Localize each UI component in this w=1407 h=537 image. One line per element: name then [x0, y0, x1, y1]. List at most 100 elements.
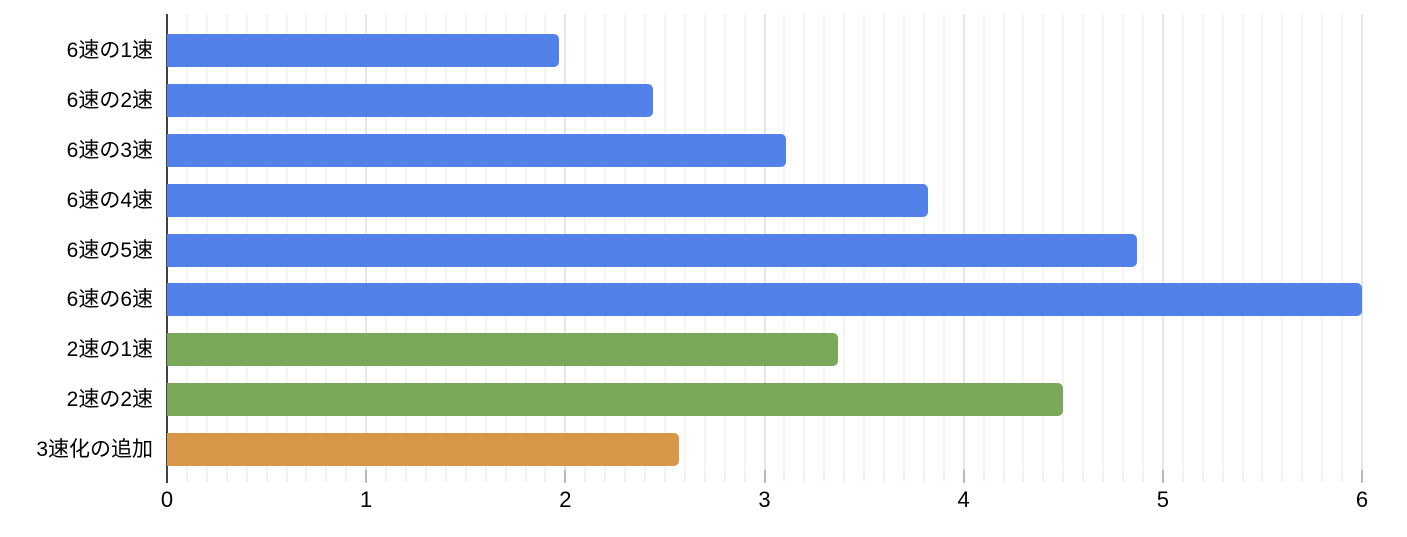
- chart-row: [167, 424, 1362, 474]
- minor-tick: [903, 470, 905, 482]
- major-tick: [764, 470, 765, 483]
- minor-tick: [664, 470, 666, 482]
- major-tick: [564, 470, 566, 483]
- minor-tick: [823, 470, 825, 482]
- minor-tick: [624, 470, 626, 482]
- minor-tick: [744, 470, 746, 482]
- minor-tick: [803, 470, 805, 482]
- x-tick-label: 2: [559, 487, 572, 512]
- minor-tick: [385, 470, 387, 482]
- minor-tick: [724, 470, 726, 482]
- major-tick: [1162, 470, 1164, 483]
- category-label: 6速の3速: [66, 138, 153, 162]
- x-tick-label: 1: [360, 487, 373, 512]
- category-label: 6速の4速: [66, 188, 153, 212]
- chart-row: [167, 126, 1362, 176]
- minor-tick: [1003, 470, 1004, 482]
- chart-row: [167, 76, 1362, 126]
- minor-gridline: [1281, 14, 1283, 470]
- minor-tick: [883, 470, 885, 482]
- minor-tick: [584, 470, 586, 482]
- x-tick-label: 4: [957, 487, 970, 512]
- minor-tick: [1182, 470, 1184, 482]
- minor-tick: [863, 470, 865, 482]
- minor-gridline: [1242, 14, 1243, 470]
- bar: [167, 283, 1362, 317]
- major-tick: [963, 470, 965, 483]
- bar: [167, 233, 1137, 267]
- x-tick-label: 3: [758, 487, 771, 512]
- minor-tick: [1242, 470, 1243, 482]
- bar: [167, 84, 653, 118]
- chart-row: [167, 175, 1362, 225]
- minor-tick: [1321, 470, 1323, 482]
- category-label: 6速の6速: [66, 288, 153, 312]
- minor-tick: [1341, 470, 1343, 482]
- minor-gridline: [1142, 14, 1144, 470]
- x-axis: 0 1 2 3 4 5 6: [161, 470, 1368, 537]
- minor-tick: [186, 470, 188, 482]
- minor-gridline: [1261, 14, 1263, 470]
- minor-tick: [1142, 470, 1144, 482]
- minor-tick: [465, 470, 467, 482]
- minor-tick: [1222, 470, 1224, 482]
- major-gridline: [1361, 14, 1363, 470]
- major-gridline: [1162, 14, 1164, 470]
- y-axis-category-labels: 6速の1速 6速の2速 6速の3速 6速の4速 6速の5速 6速の6速 2速の1速 2速の2速…: [0, 26, 153, 474]
- chart-row: [167, 325, 1362, 375]
- minor-tick: [983, 470, 985, 482]
- minor-tick: [246, 470, 248, 482]
- minor-tick: [1042, 470, 1044, 482]
- chart-row: [167, 26, 1362, 76]
- minor-gridline: [1182, 14, 1184, 470]
- minor-tick: [1261, 470, 1263, 482]
- category-label: 2速の1速: [66, 338, 153, 362]
- minor-tick: [704, 470, 706, 482]
- minor-tick: [405, 470, 407, 482]
- minor-tick: [923, 470, 925, 482]
- minor-tick: [305, 470, 307, 482]
- bar: [167, 34, 560, 68]
- bar: [167, 333, 839, 367]
- category-label: 6速の1速: [66, 39, 153, 63]
- major-tick: [365, 470, 367, 483]
- minor-gridline: [1341, 14, 1343, 470]
- bar: [167, 432, 679, 466]
- minor-tick: [1022, 470, 1024, 482]
- minor-tick: [425, 470, 427, 482]
- minor-tick: [325, 470, 327, 482]
- bar: [167, 382, 1064, 416]
- minor-tick: [286, 470, 287, 482]
- minor-tick: [544, 470, 546, 482]
- plot-area: [166, 14, 1363, 483]
- x-tick-label: 5: [1156, 487, 1169, 512]
- bars-container: [167, 26, 1362, 474]
- minor-gridline: [1321, 14, 1323, 470]
- minor-tick: [505, 470, 507, 482]
- minor-tick: [1281, 470, 1283, 482]
- chart-row: [167, 225, 1362, 275]
- category-label: 3速化の追加: [36, 437, 153, 461]
- major-tick: [1361, 470, 1363, 483]
- x-tick-label: 0: [160, 487, 174, 512]
- minor-tick: [604, 470, 606, 482]
- minor-tick: [943, 470, 945, 482]
- minor-gridline: [1222, 14, 1224, 470]
- category-label: 6速の5速: [66, 238, 153, 262]
- minor-gridline: [1202, 14, 1204, 470]
- bar: [167, 183, 928, 217]
- minor-tick: [843, 470, 845, 482]
- minor-tick: [644, 470, 646, 482]
- minor-tick: [1122, 470, 1124, 482]
- bar: [167, 133, 787, 167]
- minor-tick: [1202, 470, 1204, 482]
- minor-tick: [345, 470, 347, 482]
- minor-tick: [1062, 470, 1064, 482]
- minor-tick: [445, 470, 447, 482]
- x-tick-label: 6: [1355, 487, 1369, 512]
- minor-tick: [525, 470, 526, 482]
- minor-tick: [1102, 470, 1104, 482]
- minor-tick: [206, 470, 208, 482]
- minor-tick: [1082, 470, 1084, 482]
